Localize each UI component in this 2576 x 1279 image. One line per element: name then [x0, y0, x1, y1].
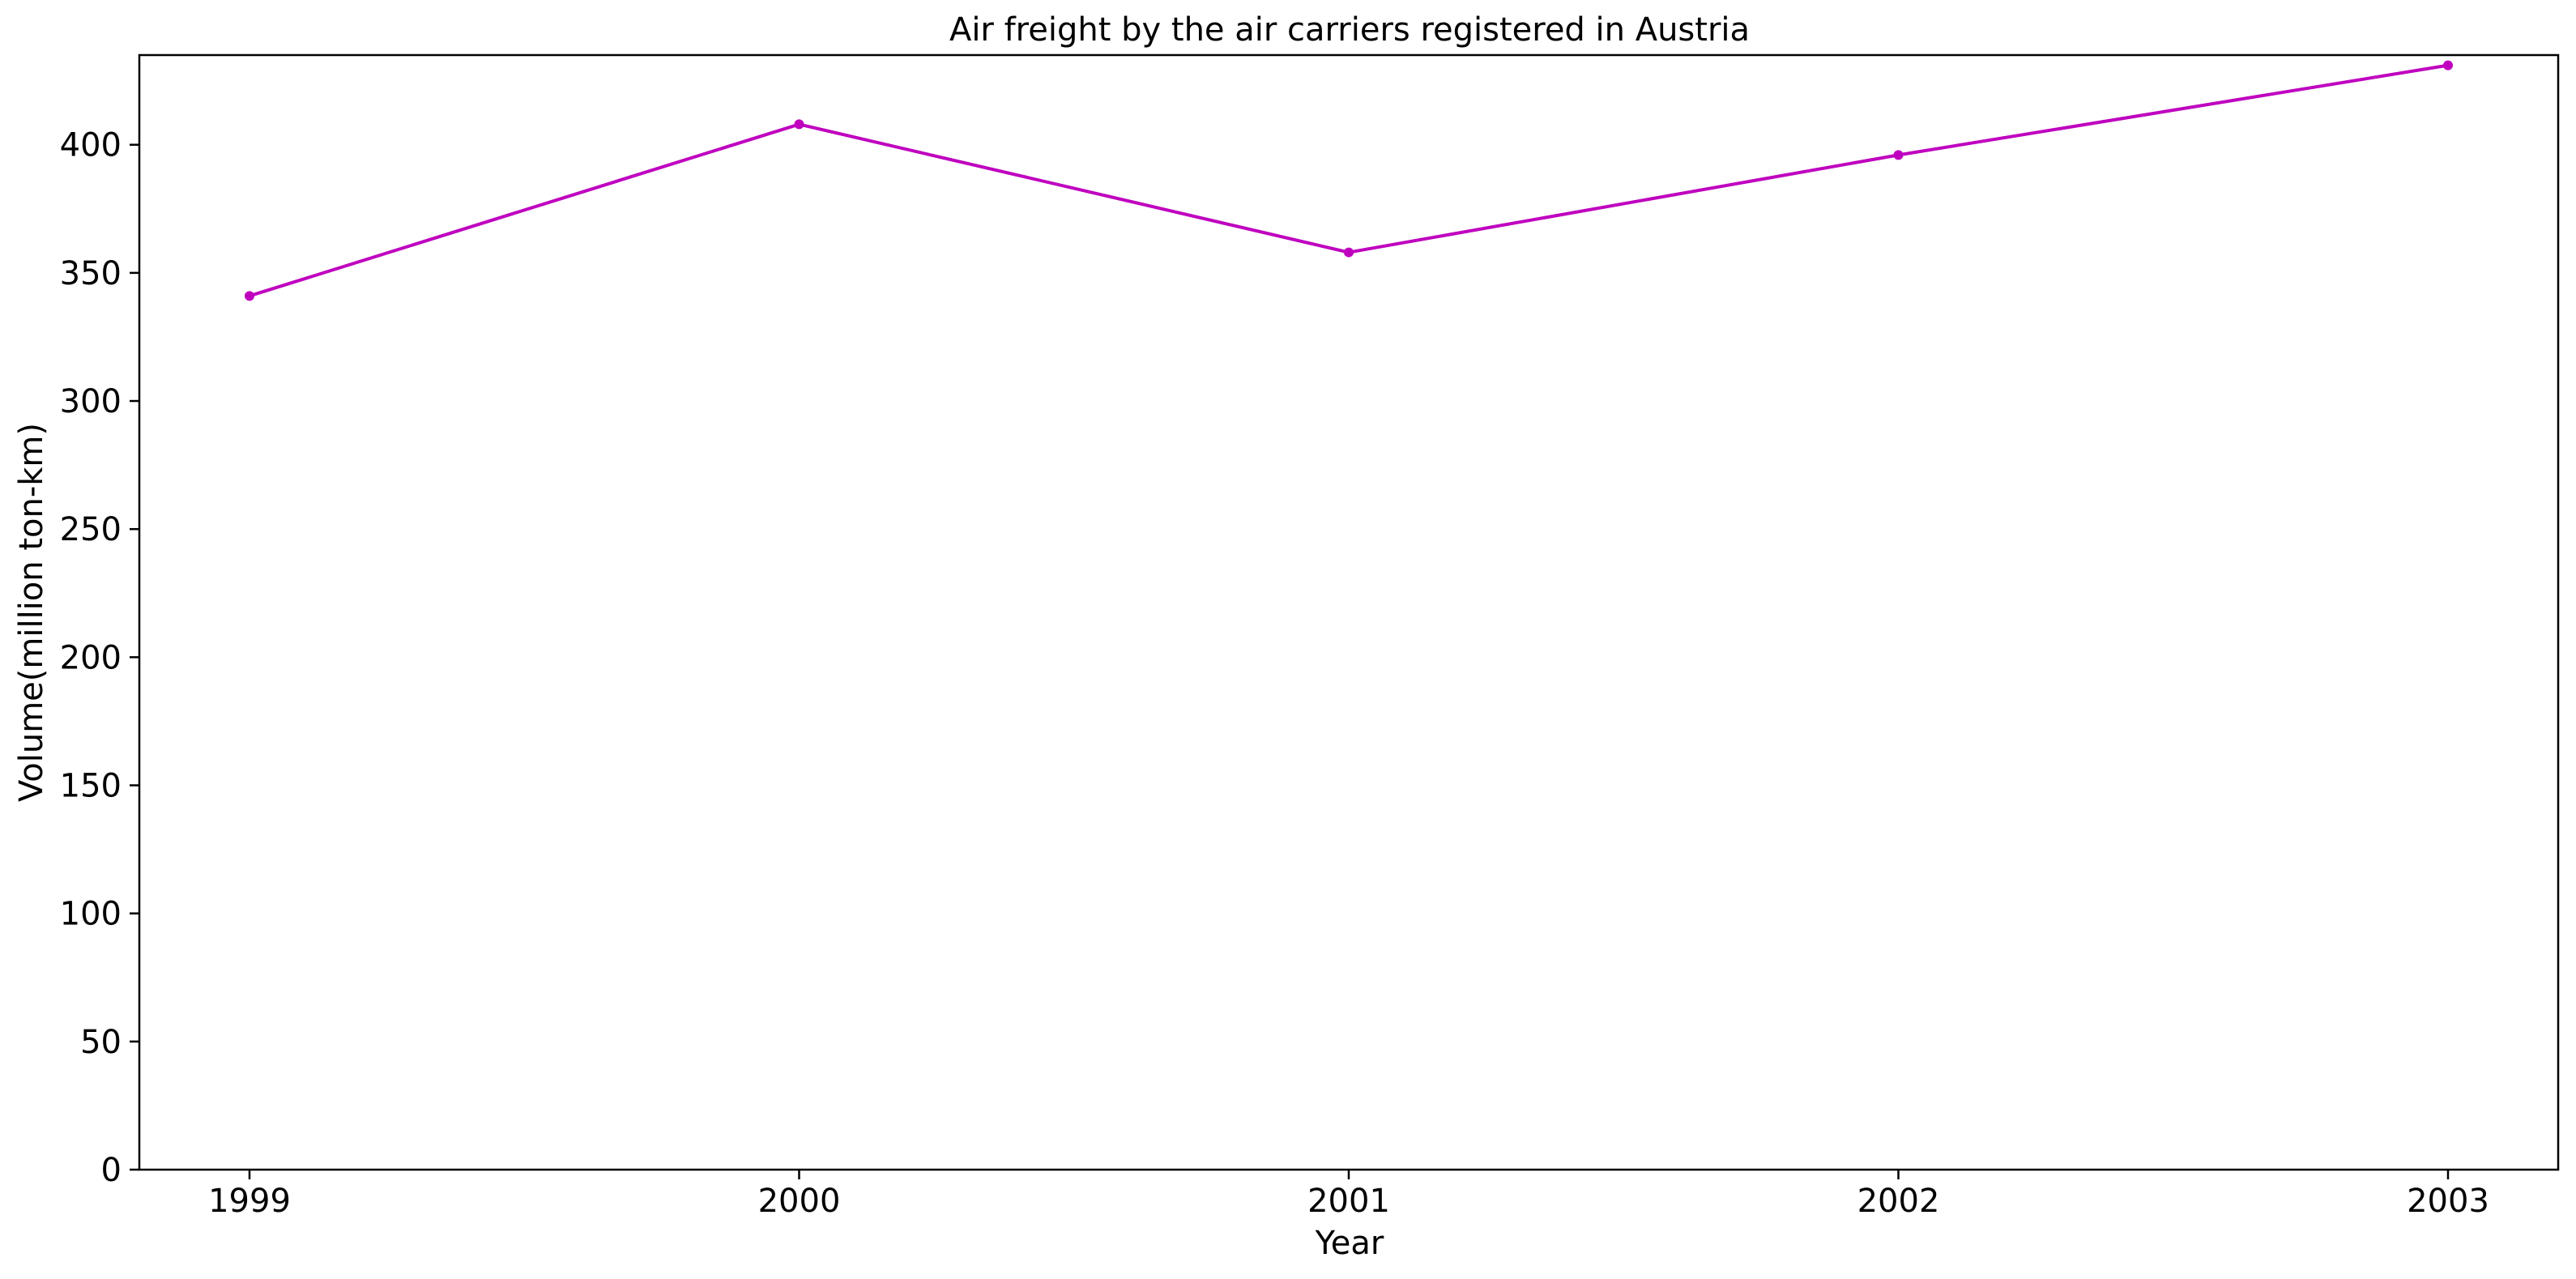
y-tick-label: 300	[60, 383, 122, 420]
x-tick-label: 2001	[1307, 1183, 1390, 1220]
y-tick-label: 200	[60, 639, 122, 676]
y-tick-label: 50	[80, 1024, 122, 1061]
y-tick-label: 0	[101, 1152, 122, 1189]
data-point	[1893, 150, 1904, 160]
data-point	[245, 291, 254, 301]
y-tick-label: 150	[60, 768, 122, 805]
data-point	[1344, 247, 1354, 258]
y-tick-label: 100	[60, 896, 122, 933]
x-axis-title: Year	[1315, 1225, 1384, 1262]
y-axis-title: Volume(million ton-km)	[13, 423, 50, 802]
x-tick-label: 2003	[2407, 1183, 2489, 1220]
x-tick-label: 1999	[208, 1183, 291, 1220]
data-point	[794, 119, 804, 130]
x-tick-label: 2002	[1857, 1183, 1940, 1220]
series-layer	[245, 60, 2453, 301]
y-tick-label: 350	[60, 255, 122, 292]
chart-title: Air freight by the air carriers register…	[949, 11, 1750, 49]
y-axis: 0 50 100 150 200 250 300 350 400	[60, 127, 139, 1189]
data-point	[2443, 60, 2453, 70]
x-axis: 1999 2000 2001 2002 2003	[208, 1170, 2489, 1220]
y-tick-label: 250	[60, 511, 122, 548]
x-tick-label: 2000	[758, 1183, 841, 1220]
y-tick-label: 400	[60, 127, 122, 164]
